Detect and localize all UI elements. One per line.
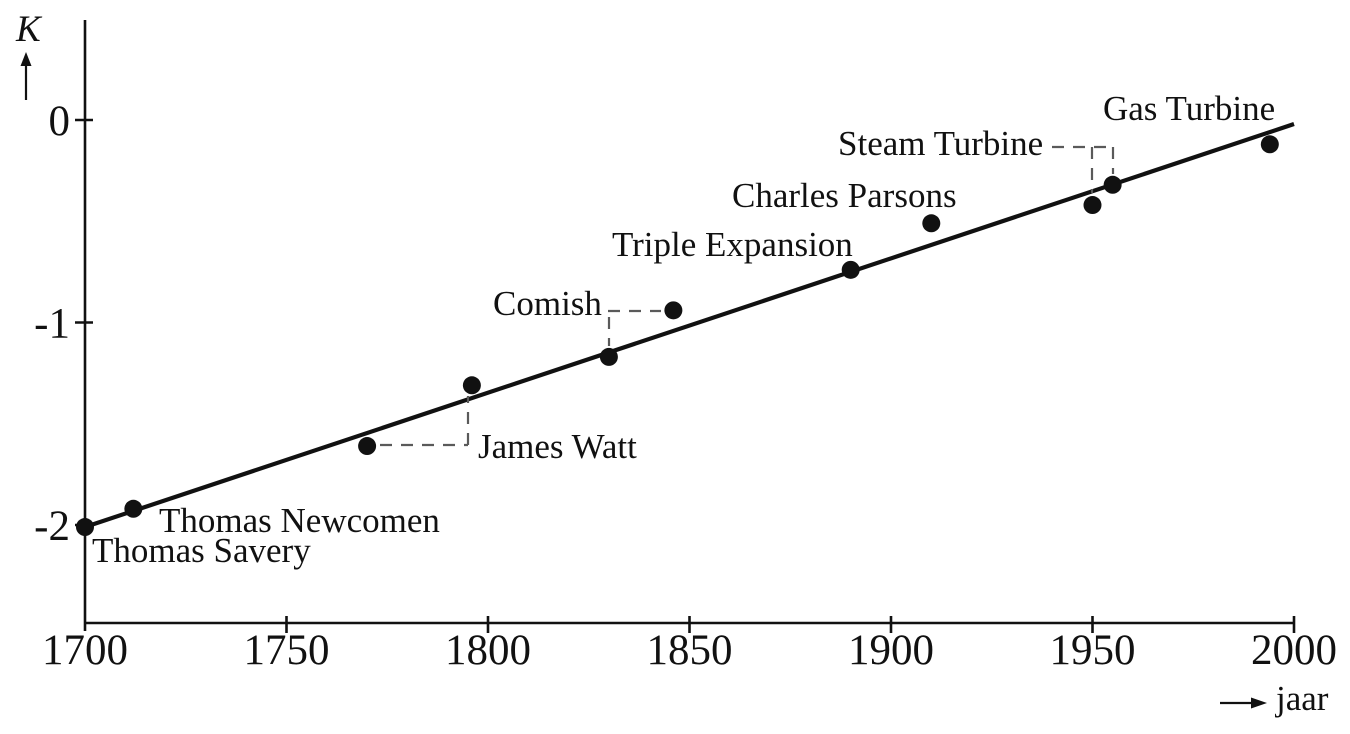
x-axis-arrow-icon — [1251, 697, 1267, 709]
data-point-triple-expansion — [841, 260, 860, 279]
x-axis-label: jaar — [1274, 679, 1329, 718]
data-point-james-watt — [358, 437, 377, 456]
y-tick-label--1: -1 — [34, 301, 70, 348]
data-point-james-watt — [462, 376, 481, 395]
y-tick-label--2: -2 — [34, 503, 70, 550]
data-point-charles-parsons — [922, 214, 941, 233]
label-comish: Comish — [493, 284, 602, 323]
label-james-watt: James Watt — [478, 427, 637, 466]
data-point-comish — [664, 301, 683, 320]
x-tick-label-2000: 2000 — [1251, 627, 1337, 674]
label-gas-turbine: Gas Turbine — [1103, 89, 1275, 128]
label-steam-turbine: Steam Turbine — [838, 124, 1043, 163]
x-tick-label-1950: 1950 — [1050, 627, 1136, 674]
x-tick-label-1800: 1800 — [445, 627, 531, 674]
y-axis-label: K — [15, 9, 43, 50]
label-charles-parsons: Charles Parsons — [732, 176, 957, 215]
data-point-comish — [599, 347, 618, 366]
x-tick-label-1900: 1900 — [848, 627, 934, 674]
label-thomas-newcomen: Thomas Newcomen — [159, 501, 440, 540]
data-point-1994 — [1260, 135, 1279, 154]
x-tick-label-1750: 1750 — [244, 627, 330, 674]
y-tick-label-0: 0 — [49, 98, 71, 145]
label-thomas-savery: Thomas Savery — [92, 531, 311, 570]
label-triple-expansion: Triple Expansion — [612, 225, 853, 264]
data-point-gas-turbine — [1103, 175, 1122, 194]
data-point-thomas-savery — [76, 518, 94, 537]
x-tick-label-1850: 1850 — [647, 627, 733, 674]
y-axis-arrow-icon — [20, 52, 32, 66]
data-point-steam-turbine — [1083, 196, 1102, 215]
x-tick-label-1700: 1700 — [42, 627, 128, 674]
data-point-thomas-newcomen — [124, 499, 143, 518]
